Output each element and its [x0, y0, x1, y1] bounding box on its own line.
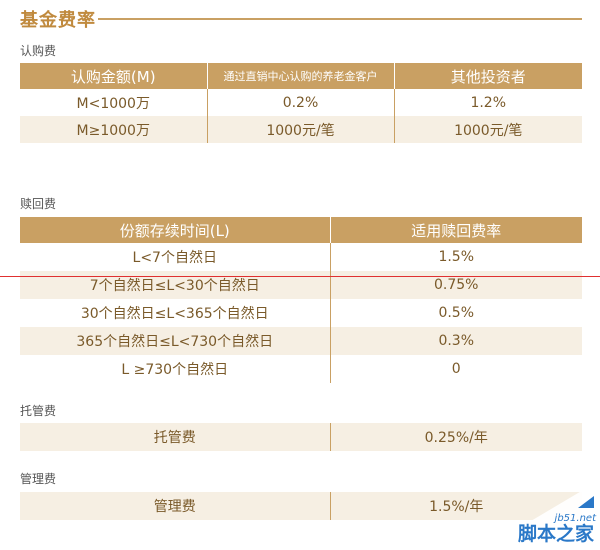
table-row: M<1000万 0.2% 1.2% [20, 89, 582, 116]
table-header-row: 认购金额(M) 通过直销中心认购的养老金客户 其他投资者 [20, 63, 582, 89]
watermark-url: jb51.net [554, 513, 596, 524]
management-label: 管理费 [20, 472, 57, 486]
table-row: 7个自然日≤L<30个自然日 0.75% [20, 271, 582, 299]
table-cell: 7个自然日≤L<30个自然日 [20, 271, 330, 299]
section-title-row: 基金费率 [20, 6, 582, 32]
watermark: jb51.net 脚本之家 [482, 480, 600, 550]
table-cell: 30个自然日≤L<365个自然日 [20, 299, 330, 327]
table-cell: 0.3% [329, 327, 582, 355]
custody-label: 托管费 [20, 404, 57, 418]
subscription-table: 认购金额(M) 通过直销中心认购的养老金客户 其他投资者 M<1000万 0.2… [20, 63, 582, 143]
table-row: 30个自然日≤L<365个自然日 0.5% [20, 299, 582, 327]
table-cell: 1000元/笔 [206, 116, 394, 143]
header-cell: 份额存续时间(L) [20, 217, 330, 243]
table-cell: M≥1000万 [20, 116, 207, 143]
page-title: 基金费率 [20, 10, 96, 31]
table-cell: 1000元/笔 [393, 116, 582, 143]
table-cell: 0.25%/年 [329, 423, 582, 451]
watermark-background [482, 480, 600, 550]
redemption-table: 份额存续时间(L) 适用赎回费率 L<7个自然日 1.5% 7个自然日≤L<30… [20, 217, 582, 383]
table-cell: 管理费 [20, 492, 330, 520]
table-cell: 托管费 [20, 423, 330, 451]
header-cell: 其他投资者 [393, 63, 582, 89]
table-row: 365个自然日≤L<730个自然日 0.3% [20, 327, 582, 355]
header-cell: 通过直销中心认购的养老金客户 [206, 63, 394, 89]
table-cell: 1.5% [329, 243, 582, 271]
table-cell: 0.75% [329, 271, 582, 299]
table-row: L<7个自然日 1.5% [20, 243, 582, 271]
table-row: 托管费 0.25%/年 [20, 423, 582, 451]
header-cell: 适用赎回费率 [329, 217, 582, 243]
watermark-corner-icon [578, 496, 594, 508]
table-cell: 0.2% [206, 89, 394, 116]
table-row: L ≥730个自然日 0 [20, 355, 582, 383]
table-cell: M<1000万 [20, 89, 207, 116]
subscription-label: 认购费 [20, 44, 57, 58]
table-cell: L<7个自然日 [20, 243, 330, 271]
watermark-name: 脚本之家 [517, 523, 594, 545]
annotation-line [0, 276, 600, 277]
table-cell: 365个自然日≤L<730个自然日 [20, 327, 330, 355]
redemption-label: 赎回费 [20, 197, 57, 211]
custody-table: 托管费 0.25%/年 [20, 423, 582, 451]
title-divider [98, 18, 582, 20]
table-cell: L ≥730个自然日 [20, 355, 330, 383]
table-cell: 1.2% [393, 89, 582, 116]
table-row: M≥1000万 1000元/笔 1000元/笔 [20, 116, 582, 143]
table-cell: 0.5% [329, 299, 582, 327]
table-header-row: 份额存续时间(L) 适用赎回费率 [20, 217, 582, 243]
header-cell: 认购金额(M) [20, 63, 207, 89]
table-cell: 0 [329, 355, 582, 383]
